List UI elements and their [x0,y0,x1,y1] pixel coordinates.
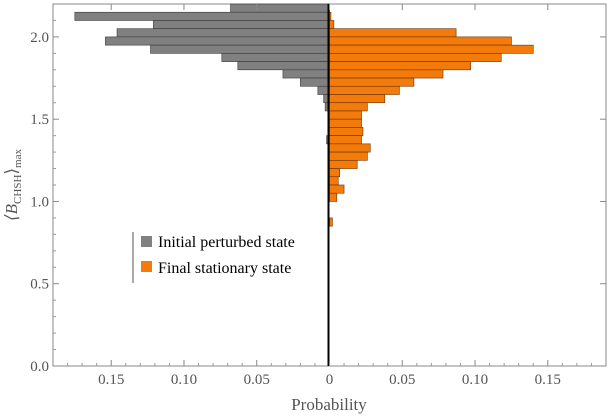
bar-final-22 [329,192,338,202]
legend-swatch-final [141,261,152,272]
y-tick-label-4: 2.0 [30,30,49,46]
x-tick-label-1: 0.10 [171,372,197,388]
y-axis-title-close: ⟩ [2,168,21,175]
bar-final-16 [329,143,371,153]
bar-final-21 [329,184,345,194]
bar-final-4 [329,44,534,54]
bar-final-6 [329,61,471,71]
x-axis-title: Probability [291,395,367,414]
bar-final-10 [329,94,386,104]
bar-initial-4 [105,36,330,46]
bar-initial-6 [150,44,330,54]
x-tick-label-3: 0 [326,372,334,388]
legend: Initial perturbed state Final stationary… [132,232,295,283]
x-tick-label-0: 0.15 [98,372,124,388]
bar-final-19 [329,168,340,178]
svg-text:⟨BCHSH⟩max: ⟨BCHSH⟩max [2,149,24,221]
bar-final-17 [329,151,368,161]
bar-final-1 [329,20,335,29]
bar-initial-8 [237,61,330,71]
x-tick-label-5: 0.10 [462,372,488,388]
bar-final-12 [329,110,362,120]
legend-label-initial: Initial perturbed state [158,234,295,251]
bar-final-3 [329,36,512,46]
bar-final-23 [329,217,333,227]
y-axis-title: ⟨BCHSH⟩max [2,149,24,221]
y-axis-title-sub: CHSH [12,175,24,204]
bar-final-7 [329,69,444,79]
legend-swatch-initial [141,236,152,247]
bar-initial-9 [282,69,330,79]
y-tick-label-1: 0.5 [30,277,49,293]
bars-layer [74,3,534,227]
bar-final-8 [329,77,415,87]
x-axis-ticks: 0.15 0.10 0.05 0 0.05 0.10 0.15 [67,4,592,388]
y-tick-label-2: 1.0 [30,194,49,210]
bar-final-18 [329,160,358,169]
y-tick-label-0: 0.0 [30,359,49,375]
legend-label-final: Final stationary state [158,260,291,277]
y-tick-label-3: 1.5 [30,112,49,128]
bar-initial-1 [74,11,330,21]
bar-final-15 [329,135,362,145]
y-axis-title-main: ⟨B [2,203,21,221]
bar-final-9 [329,85,400,95]
bar-initial-7 [221,53,330,62]
bar-final-14 [329,127,364,136]
bar-initial-2 [153,20,330,29]
y-axis-title-max: max [12,149,24,168]
bar-final-5 [329,53,502,62]
x-tick-label-2: 0.05 [244,372,270,388]
bar-final-11 [329,102,368,112]
bar-final-13 [329,118,362,128]
x-tick-label-4: 0.05 [389,372,415,388]
bar-final-0 [329,11,332,21]
bar-initial-3 [116,28,330,38]
bar-initial-10 [300,77,330,87]
x-tick-label-6: 0.15 [535,372,561,388]
y-axis-ticks: 0.0 0.5 1.0 1.5 2.0 [30,19,606,375]
bar-final-20 [329,176,339,186]
bar-final-2 [329,28,457,38]
bar-initial-0 [230,3,330,13]
